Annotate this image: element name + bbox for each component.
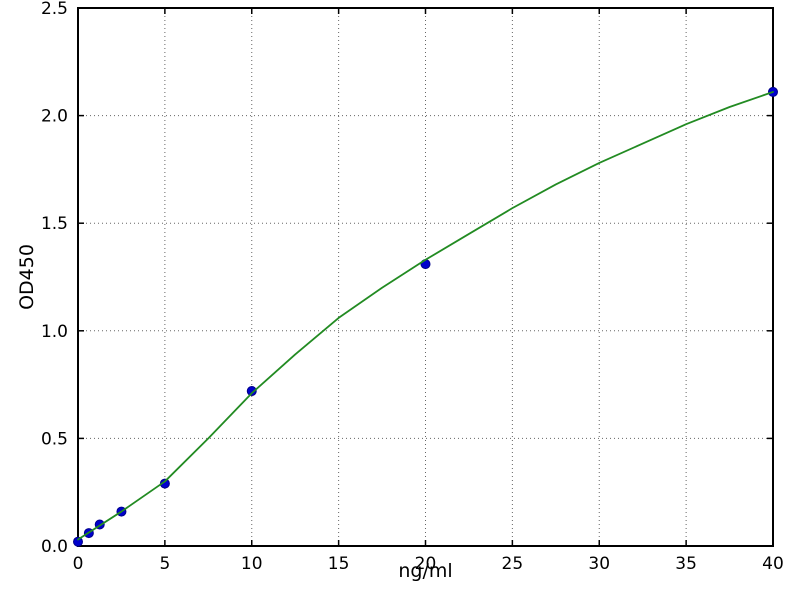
x-tick-label: 30: [588, 554, 610, 574]
x-tick-label: 10: [241, 554, 263, 574]
x-tick-label: 35: [675, 554, 697, 574]
x-tick-label: 20: [415, 554, 437, 574]
y-axis-label: OD450: [16, 244, 38, 310]
y-tick-label: 1.0: [41, 322, 68, 342]
x-axis-label: ng/ml: [398, 560, 453, 582]
x-tick-label: 15: [328, 554, 350, 574]
data-point: [73, 536, 83, 547]
fit-curve-path: [77, 91, 774, 541]
x-tick-label: 5: [159, 554, 170, 574]
x-tick-label: 0: [73, 554, 84, 574]
y-tick-label: 0.5: [41, 429, 68, 449]
y-tick-label: 2.0: [41, 107, 68, 127]
y-tick-label: 2.5: [41, 0, 68, 19]
y-tick-label: 0.0: [41, 537, 68, 557]
y-tick-label: 1.5: [41, 214, 68, 234]
x-tick-label: 25: [502, 554, 524, 574]
data-point: [246, 386, 257, 397]
x-tick-label: 40: [762, 554, 784, 574]
